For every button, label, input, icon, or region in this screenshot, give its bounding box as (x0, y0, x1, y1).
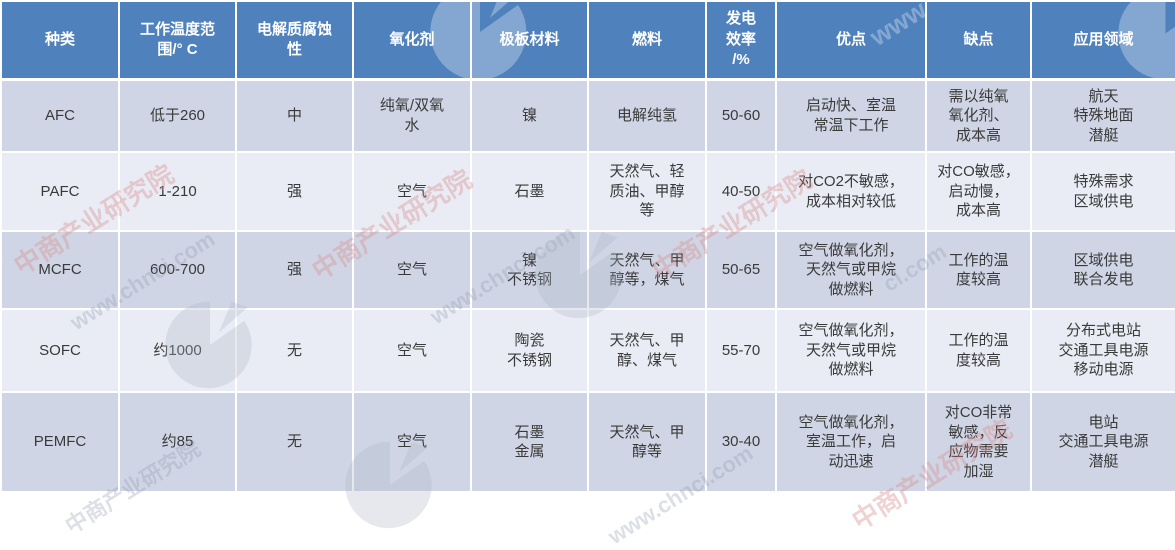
table-cell: 空气 (352, 151, 472, 232)
table-row-mcfc: MCFC 600-700 强 空气 镍 不锈钢 天然气、甲 醇等，煤气 50-6… (0, 230, 1175, 310)
table-cell: 镍 不锈钢 (470, 230, 589, 310)
table-cell: 需以纯氧 氧化剂、 成本高 (925, 78, 1032, 153)
col-header-disadvantages: 缺点 (925, 0, 1032, 81)
header-row: 种类 工作温度范 围/° C 电解质腐蚀 性 氧化剂 极板材料 燃料 发电 效率… (0, 0, 1175, 81)
col-header-efficiency: 发电 效率 /% (705, 0, 777, 81)
table-cell: 石墨 (470, 151, 589, 232)
table-cell: 强 (235, 230, 354, 310)
table-cell: 强 (235, 151, 354, 232)
table-row-afc: AFC 低于260 中 纯氧/双氧 水 镍 电解纯氢 50-60 启动快、室温 … (0, 78, 1175, 153)
table-cell: 电站 交通工具电源 潜艇 (1030, 391, 1175, 493)
table-cell: 镍 (470, 78, 589, 153)
col-header-electrolyte-corrosivity: 电解质腐蚀 性 (235, 0, 354, 81)
table-cell: 600-700 (118, 230, 237, 310)
table-cell: 中 (235, 78, 354, 153)
table-cell: 空气 (352, 308, 472, 393)
col-header-advantages: 优点 (775, 0, 927, 81)
table-cell: 空气 (352, 391, 472, 493)
row-label: MCFC (0, 230, 120, 310)
table-cell: 工作的温 度较高 (925, 308, 1032, 393)
table-cell: 分布式电站 交通工具电源 移动电源 (1030, 308, 1175, 393)
table-cell: 纯氧/双氧 水 (352, 78, 472, 153)
table-cell: 启动快、室温 常温下工作 (775, 78, 927, 153)
table-cell: 1-210 (118, 151, 237, 232)
table-cell: 空气 (352, 230, 472, 310)
table-row-pemfc: PEMFC 约85 无 空气 石墨 金属 天然气、甲 醇等 30-40 空气做氧… (0, 391, 1175, 493)
table-cell: 30-40 (705, 391, 777, 493)
table-cell: 50-60 (705, 78, 777, 153)
table-cell: 无 (235, 308, 354, 393)
table-cell: 天然气、甲 醇、煤气 (587, 308, 707, 393)
col-header-plate-material: 极板材料 (470, 0, 589, 81)
table-cell: 航天 特殊地面 潜艇 (1030, 78, 1175, 153)
table-cell: 工作的温 度较高 (925, 230, 1032, 310)
col-header-type: 种类 (0, 0, 120, 81)
table-row-pafc: PAFC 1-210 强 空气 石墨 天然气、轻 质油、甲醇 等 40-50 对… (0, 151, 1175, 232)
col-header-oxidant: 氧化剂 (352, 0, 472, 81)
table-cell: 约85 (118, 391, 237, 493)
col-header-fuel: 燃料 (587, 0, 707, 81)
table-cell: 对CO2不敏感， 成本相对较低 (775, 151, 927, 232)
table-cell: 低于260 (118, 78, 237, 153)
table-cell: 空气做氧化剂， 室温工作，启 动迅速 (775, 391, 927, 493)
table-cell: 55-70 (705, 308, 777, 393)
table-cell: 特殊需求 区域供电 (1030, 151, 1175, 232)
col-header-applications: 应用领域 (1030, 0, 1175, 81)
row-label: PEMFC (0, 391, 120, 493)
row-label: SOFC (0, 308, 120, 393)
table-cell: 40-50 (705, 151, 777, 232)
table-cell: 空气做氧化剂， 天然气或甲烷 做燃料 (775, 230, 927, 310)
table-cell: 石墨 金属 (470, 391, 589, 493)
col-header-temp-range: 工作温度范 围/° C (118, 0, 237, 81)
table-cell: 天然气、轻 质油、甲醇 等 (587, 151, 707, 232)
row-label: PAFC (0, 151, 120, 232)
table-cell: 50-65 (705, 230, 777, 310)
table-cell: 天然气、甲 醇等 (587, 391, 707, 493)
table-cell: 区域供电 联合发电 (1030, 230, 1175, 310)
table-cell: 对CO敏感， 启动慢， 成本高 (925, 151, 1032, 232)
table-cell: 天然气、甲 醇等，煤气 (587, 230, 707, 310)
table-cell: 约1000 (118, 308, 237, 393)
table-cell: 电解纯氢 (587, 78, 707, 153)
table-cell: 对CO非常 敏感，反 应物需要 加湿 (925, 391, 1032, 493)
table-row-sofc: SOFC 约1000 无 空气 陶瓷 不锈钢 天然气、甲 醇、煤气 55-70 … (0, 308, 1175, 393)
table-cell: 空气做氧化剂， 天然气或甲烷 做燃料 (775, 308, 927, 393)
table-cell: 陶瓷 不锈钢 (470, 308, 589, 393)
row-label: AFC (0, 78, 120, 153)
table-cell: 无 (235, 391, 354, 493)
fuel-cell-table: 种类 工作温度范 围/° C 电解质腐蚀 性 氧化剂 极板材料 燃料 发电 效率… (0, 0, 1175, 493)
